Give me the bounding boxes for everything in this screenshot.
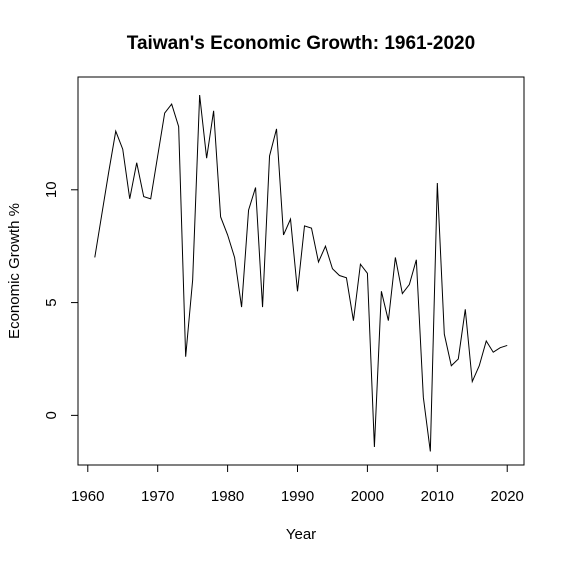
x-tick-label: 1980: [211, 488, 244, 505]
y-tick-label: 5: [43, 298, 60, 306]
x-tick-label: 1990: [281, 488, 314, 505]
x-axis: 1960 1970 1980 1990 2000 2010 2020: [71, 464, 524, 505]
x-tick-label: 2000: [351, 488, 384, 505]
chart-title: Taiwan's Economic Growth: 1961-2020: [127, 33, 475, 54]
x-tick-label: 2010: [421, 488, 454, 505]
x-tick-label: 1960: [71, 488, 104, 505]
x-tick-label: 2020: [491, 488, 524, 505]
y-tick-label: 10: [43, 181, 60, 198]
y-axis: 0 5 10: [43, 181, 79, 420]
x-axis-label: Year: [286, 526, 316, 543]
x-tick-label: 1970: [141, 488, 174, 505]
series-line-0: [94, 94, 508, 452]
plot-frame: [77, 76, 525, 466]
y-axis-label: Economic Growth %: [6, 203, 23, 339]
series-group: [94, 94, 508, 452]
y-tick-label: 0: [43, 411, 60, 419]
